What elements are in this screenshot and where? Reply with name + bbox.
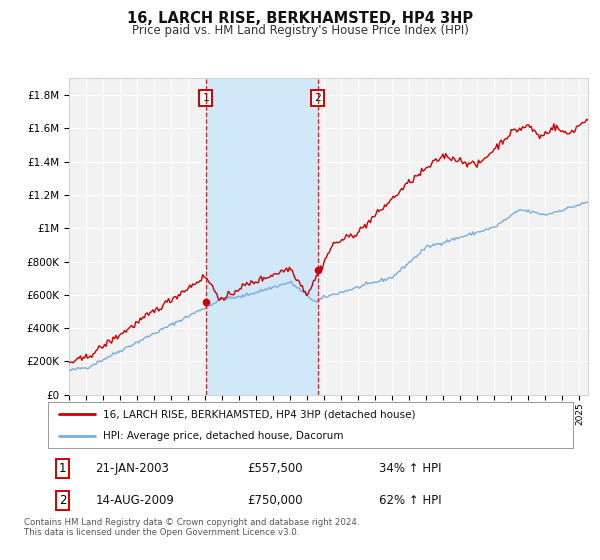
Text: 16, LARCH RISE, BERKHAMSTED, HP4 3HP (detached house): 16, LARCH RISE, BERKHAMSTED, HP4 3HP (de…: [103, 409, 416, 419]
Text: This data is licensed under the Open Government Licence v3.0.: This data is licensed under the Open Gov…: [24, 528, 299, 537]
Text: 14-AUG-2009: 14-AUG-2009: [95, 494, 174, 507]
Text: 2: 2: [59, 494, 67, 507]
Text: 62% ↑ HPI: 62% ↑ HPI: [379, 494, 442, 507]
Text: 34% ↑ HPI: 34% ↑ HPI: [379, 463, 441, 475]
Bar: [206, 78, 318, 395]
Text: 2: 2: [314, 94, 321, 104]
Text: Price paid vs. HM Land Registry's House Price Index (HPI): Price paid vs. HM Land Registry's House …: [131, 24, 469, 36]
Text: £750,000: £750,000: [248, 494, 303, 507]
Text: £557,500: £557,500: [248, 463, 303, 475]
Text: 16, LARCH RISE, BERKHAMSTED, HP4 3HP: 16, LARCH RISE, BERKHAMSTED, HP4 3HP: [127, 11, 473, 26]
Text: 1: 1: [203, 94, 209, 104]
Text: Contains HM Land Registry data © Crown copyright and database right 2024.: Contains HM Land Registry data © Crown c…: [24, 518, 359, 527]
Text: 21-JAN-2003: 21-JAN-2003: [95, 463, 169, 475]
Text: HPI: Average price, detached house, Dacorum: HPI: Average price, detached house, Daco…: [103, 431, 344, 441]
Text: 1: 1: [59, 463, 67, 475]
